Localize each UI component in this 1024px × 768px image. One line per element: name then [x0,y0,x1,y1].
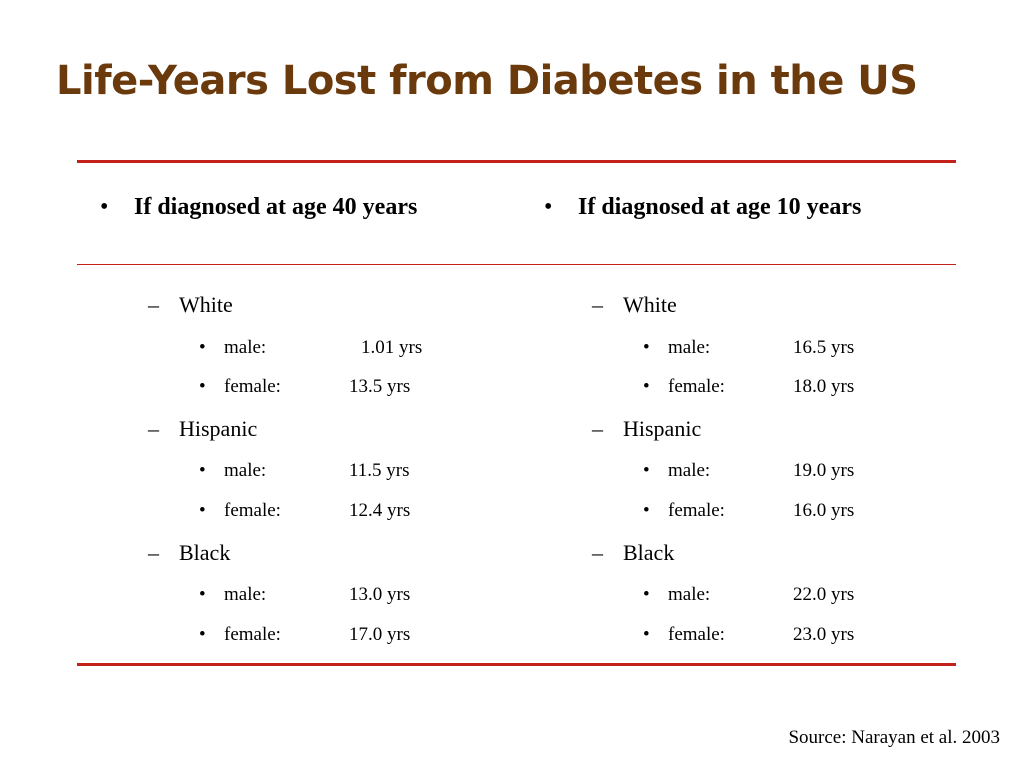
bullet-icon: • [199,376,206,397]
bottom-divider [77,663,956,666]
years-lost-value: 16.0 yrs [793,500,855,521]
sex-label: female: [224,500,281,521]
sex-label: male: [224,337,267,358]
bullet-icon: • [199,500,206,521]
years-lost-value: 16.5 yrs [793,337,855,358]
column-heading-text: If diagnosed at age 40 years [134,194,418,220]
sex-label: male: [668,337,711,358]
years-lost-value: 23.0 yrs [793,624,855,645]
years-lost-value: 22.0 yrs [793,584,855,605]
years-lost-value: 1.01 yrs [361,337,423,358]
slide-title: Life-Years Lost from Diabetes in the US [56,58,918,104]
years-lost-value: 13.5 yrs [349,376,411,397]
group-label: Black [623,540,675,565]
bullet-icon: • [643,500,650,521]
sex-label: male: [224,460,267,481]
bullet-icon: • [643,337,650,358]
bullet-icon: • [643,584,650,605]
heading-divider [77,264,956,265]
sex-label: female: [668,376,725,397]
dash-icon: – [148,416,159,441]
years-lost-value: 13.0 yrs [349,584,411,605]
top-divider [77,160,956,163]
column-heading-text: If diagnosed at age 10 years [578,194,862,220]
bullet-icon: • [643,460,650,481]
bullet-icon: • [199,460,206,481]
dash-icon: – [592,292,603,317]
sex-label: female: [224,376,281,397]
bullet-icon: • [544,194,553,220]
group-label: White [179,292,233,317]
bullet-icon: • [100,194,109,220]
dash-icon: – [592,540,603,565]
years-lost-value: 11.5 yrs [349,460,410,481]
bullet-icon: • [199,584,206,605]
sex-label: male: [668,460,711,481]
sex-label: female: [668,624,725,645]
dash-icon: – [148,540,159,565]
sex-label: male: [224,584,267,605]
dash-icon: – [592,416,603,441]
group-label: White [623,292,677,317]
group-label: Black [179,540,231,565]
bullet-icon: • [643,376,650,397]
years-lost-value: 19.0 yrs [793,460,855,481]
bullet-icon: • [199,624,206,645]
bullet-icon: • [643,624,650,645]
group-label: Hispanic [179,416,258,441]
years-lost-value: 18.0 yrs [793,376,855,397]
sex-label: female: [224,624,281,645]
bullet-icon: • [199,337,206,358]
source-citation: Source: Narayan et al. 2003 [788,727,1000,748]
dash-icon: – [148,292,159,317]
column-age-10: • If diagnosed at age 10 years – White •… [444,0,884,768]
column-age-40: • If diagnosed at age 40 years – White •… [0,0,440,768]
sex-label: male: [668,584,711,605]
sex-label: female: [668,500,725,521]
years-lost-value: 17.0 yrs [349,624,411,645]
years-lost-value: 12.4 yrs [349,500,411,521]
group-label: Hispanic [623,416,702,441]
